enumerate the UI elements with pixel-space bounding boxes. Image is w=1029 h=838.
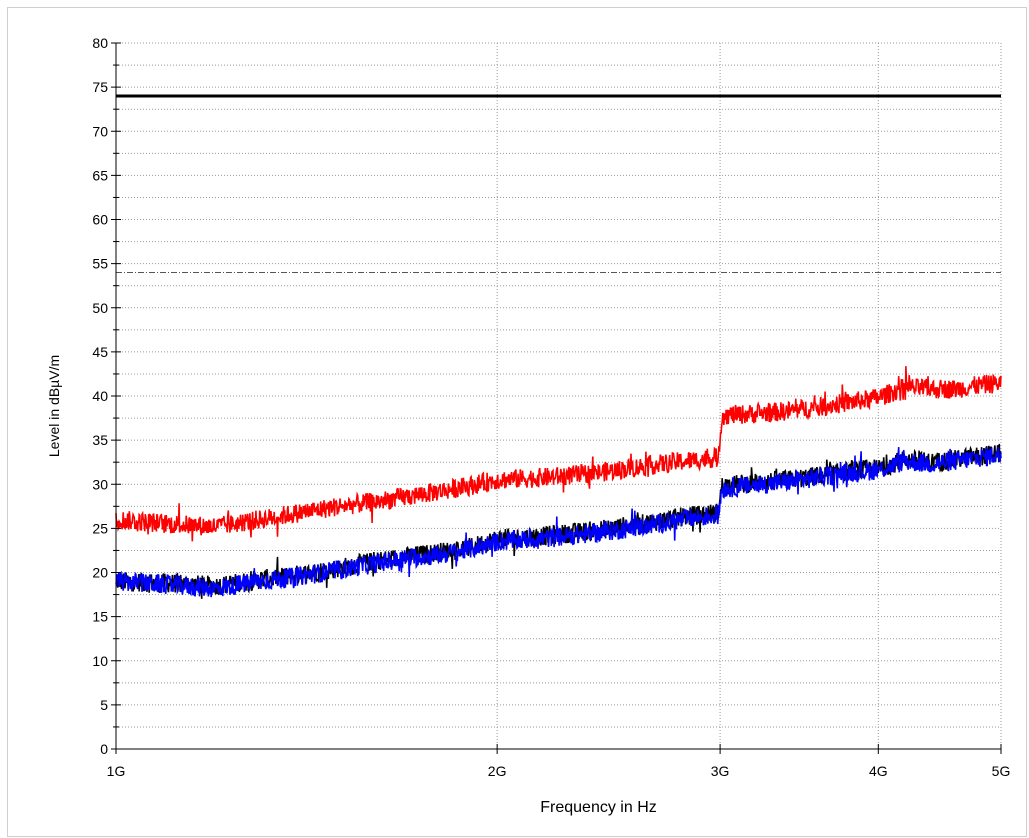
y-tick-label: 25 xyxy=(92,520,108,536)
emc-chart: 0 5 10 15 20 25 30 35 40 45 50 55 60 65 70 75 80 1G 2G 3G 4G… xyxy=(46,35,1010,816)
y-tick-label: 75 xyxy=(92,79,108,95)
y-tick-label: 30 xyxy=(92,476,108,492)
x-tick-label: 1G xyxy=(107,763,126,779)
y-tick-label: 40 xyxy=(92,388,108,404)
y-tick-label: 55 xyxy=(92,256,108,272)
y-axis-title: Level in dBµV/m xyxy=(46,355,62,457)
series-line-3 xyxy=(115,366,1002,542)
y-tick-label: 70 xyxy=(92,123,108,139)
y-tick-label: 20 xyxy=(92,565,108,581)
y-tick-label: 10 xyxy=(92,653,108,669)
y-tick-label: 80 xyxy=(92,35,108,51)
x-tick-label: 2G xyxy=(488,763,507,779)
y-tick-label: 45 xyxy=(92,344,108,360)
x-tick-label: 4G xyxy=(869,763,888,779)
x-tick-label: 3G xyxy=(711,763,730,779)
x-tick-label: 5G xyxy=(992,763,1011,779)
y-tick-label: 65 xyxy=(92,167,108,183)
y-tick-label: 50 xyxy=(92,300,108,316)
y-tick-label: 0 xyxy=(100,741,108,757)
axes: 0 5 10 15 20 25 30 35 40 45 50 55 60 65 70 75 80 1G 2G 3G 4G… xyxy=(92,35,1010,779)
y-tick-label: 35 xyxy=(92,432,108,448)
limit-lines xyxy=(116,94,1001,273)
y-tick-label: 5 xyxy=(100,697,108,713)
y-tick-label: 15 xyxy=(92,609,108,625)
x-axis-title: Frequency in Hz xyxy=(540,799,657,816)
y-tick-label: 60 xyxy=(92,212,108,228)
series-layer xyxy=(115,366,1002,599)
chart-frame: 0 5 10 15 20 25 30 35 40 45 50 55 60 65 70 75 80 1G 2G 3G 4G… xyxy=(7,7,1027,837)
series-line-2 xyxy=(115,446,1002,598)
